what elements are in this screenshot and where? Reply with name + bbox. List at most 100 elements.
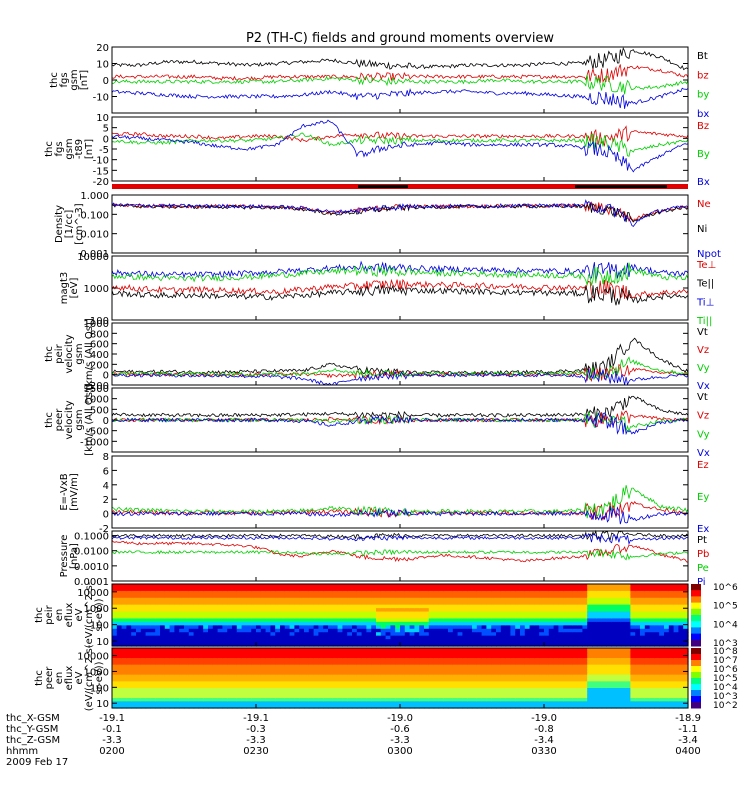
spectrogram-cell <box>452 615 459 620</box>
series-label: Bx <box>697 177 710 188</box>
spectrogram-cell <box>563 604 569 609</box>
spectrogram-cell <box>145 701 151 706</box>
spectrogram-cell <box>241 594 247 599</box>
spectrogram-cell <box>678 691 684 696</box>
spectrogram-cell <box>673 694 679 699</box>
spectrogram-cell <box>505 701 511 706</box>
spectrogram-cell <box>601 608 607 613</box>
spectrogram-cell <box>414 632 420 637</box>
spectrogram-cell <box>289 678 295 682</box>
spectrogram-cell <box>529 678 535 682</box>
spectrogram-cell <box>496 651 502 656</box>
spectrogram-cell <box>472 704 478 709</box>
spectrogram-cell <box>198 658 204 662</box>
spectrogram-cell <box>611 698 617 702</box>
spectrogram-cell <box>356 584 363 589</box>
spectrogram-cell <box>150 615 156 620</box>
spectrogram-cell <box>256 661 262 666</box>
spectrogram-cell <box>572 597 579 602</box>
spectrogram-cell <box>337 639 343 644</box>
spectrogram-cell <box>491 625 497 630</box>
spectrogram-cell <box>649 618 655 623</box>
spectrogram-cell <box>227 587 233 592</box>
spectrogram-cell <box>582 642 588 647</box>
spectrogram-cell <box>438 654 444 659</box>
spectrogram-cell <box>529 604 535 609</box>
spectrogram-cell <box>616 632 622 637</box>
spectrogram-cell <box>572 621 579 626</box>
spectrogram-cell <box>486 654 492 659</box>
spectrogram-cell <box>116 615 123 620</box>
spectrogram-cell <box>126 584 132 589</box>
spectrogram-cell <box>486 704 492 709</box>
spectrogram-cell <box>524 661 531 666</box>
spectrogram-cell <box>668 661 675 666</box>
spectrogram-cell <box>337 678 343 682</box>
spectrogram-cell <box>582 688 588 692</box>
spectrogram-cell <box>371 632 377 637</box>
spectrogram-cell <box>188 688 195 692</box>
spectrogram-cell <box>376 691 382 696</box>
spectrogram-cell <box>500 698 507 702</box>
spectrogram-cell <box>352 681 358 686</box>
spectrogram-cell <box>491 632 497 637</box>
spectrogram-cell <box>294 594 300 599</box>
spectrogram-cell <box>116 678 123 682</box>
spectrogram-cell <box>380 584 387 589</box>
spectrogram-cell <box>510 648 516 652</box>
spectrogram-cell <box>409 688 415 692</box>
spectrogram-cell <box>150 618 156 623</box>
spectrogram-cell <box>318 701 324 706</box>
spectrogram-cell <box>457 664 463 669</box>
spectrogram-cell <box>553 691 559 696</box>
spectrogram-cell <box>616 648 622 652</box>
spectrogram-cell <box>510 668 516 672</box>
spectrogram-cell <box>664 661 670 666</box>
x-tick-label: 0300 <box>387 746 412 757</box>
spectrogram-cell <box>563 621 569 626</box>
spectrogram-cell <box>140 654 147 659</box>
spectrogram-cell <box>256 691 262 696</box>
spectrogram-cell <box>472 632 478 637</box>
spectrogram-cell <box>289 587 295 592</box>
spectrogram-cell <box>539 701 545 706</box>
spectrogram-cell <box>548 608 555 613</box>
spectrogram-cell <box>160 684 166 689</box>
spectrogram-cell <box>256 608 262 613</box>
spectrogram-cell <box>217 668 223 672</box>
spectrogram-cell <box>419 615 425 620</box>
spectrogram-cell <box>616 664 622 669</box>
spectrogram-cell <box>620 597 627 602</box>
spectrogram-cell <box>476 688 483 692</box>
spectrogram-cell <box>606 664 612 669</box>
spectrogram-cell <box>640 594 646 599</box>
y-tick-label: 800 <box>90 329 109 340</box>
spectrogram-cell <box>457 628 463 633</box>
spectrogram-cell <box>116 704 123 709</box>
spectrogram-cell <box>251 658 257 662</box>
spectrogram-cell <box>678 698 684 702</box>
spectrogram-cell <box>500 632 507 637</box>
spectrogram-cell <box>232 604 238 609</box>
spectrogram-cell <box>116 601 123 606</box>
spectrogram-cell <box>222 618 228 623</box>
spectrogram-cell <box>304 671 310 676</box>
spectrogram-cell <box>476 661 483 666</box>
y-axis-label: [nT] <box>84 139 95 159</box>
spectrogram-cell <box>356 658 363 662</box>
spectrogram-cell <box>409 615 415 620</box>
spectrogram-cell <box>390 632 396 637</box>
y-tick-label: 100 <box>90 316 109 327</box>
spectrogram-cell <box>596 658 603 662</box>
spectrogram-cell <box>601 615 607 620</box>
spectrogram-cell <box>515 615 521 620</box>
spectrogram-cell <box>126 611 132 616</box>
spectrogram-cell <box>313 615 319 620</box>
spectrogram-cell <box>529 587 535 592</box>
spectrogram-cell <box>136 604 142 609</box>
spectrogram-cell <box>529 694 535 699</box>
spectrogram-cell <box>385 601 391 606</box>
series-line-Ti|| <box>111 262 689 286</box>
colorbar-segment <box>691 615 701 622</box>
spectrogram-cell <box>256 668 262 672</box>
